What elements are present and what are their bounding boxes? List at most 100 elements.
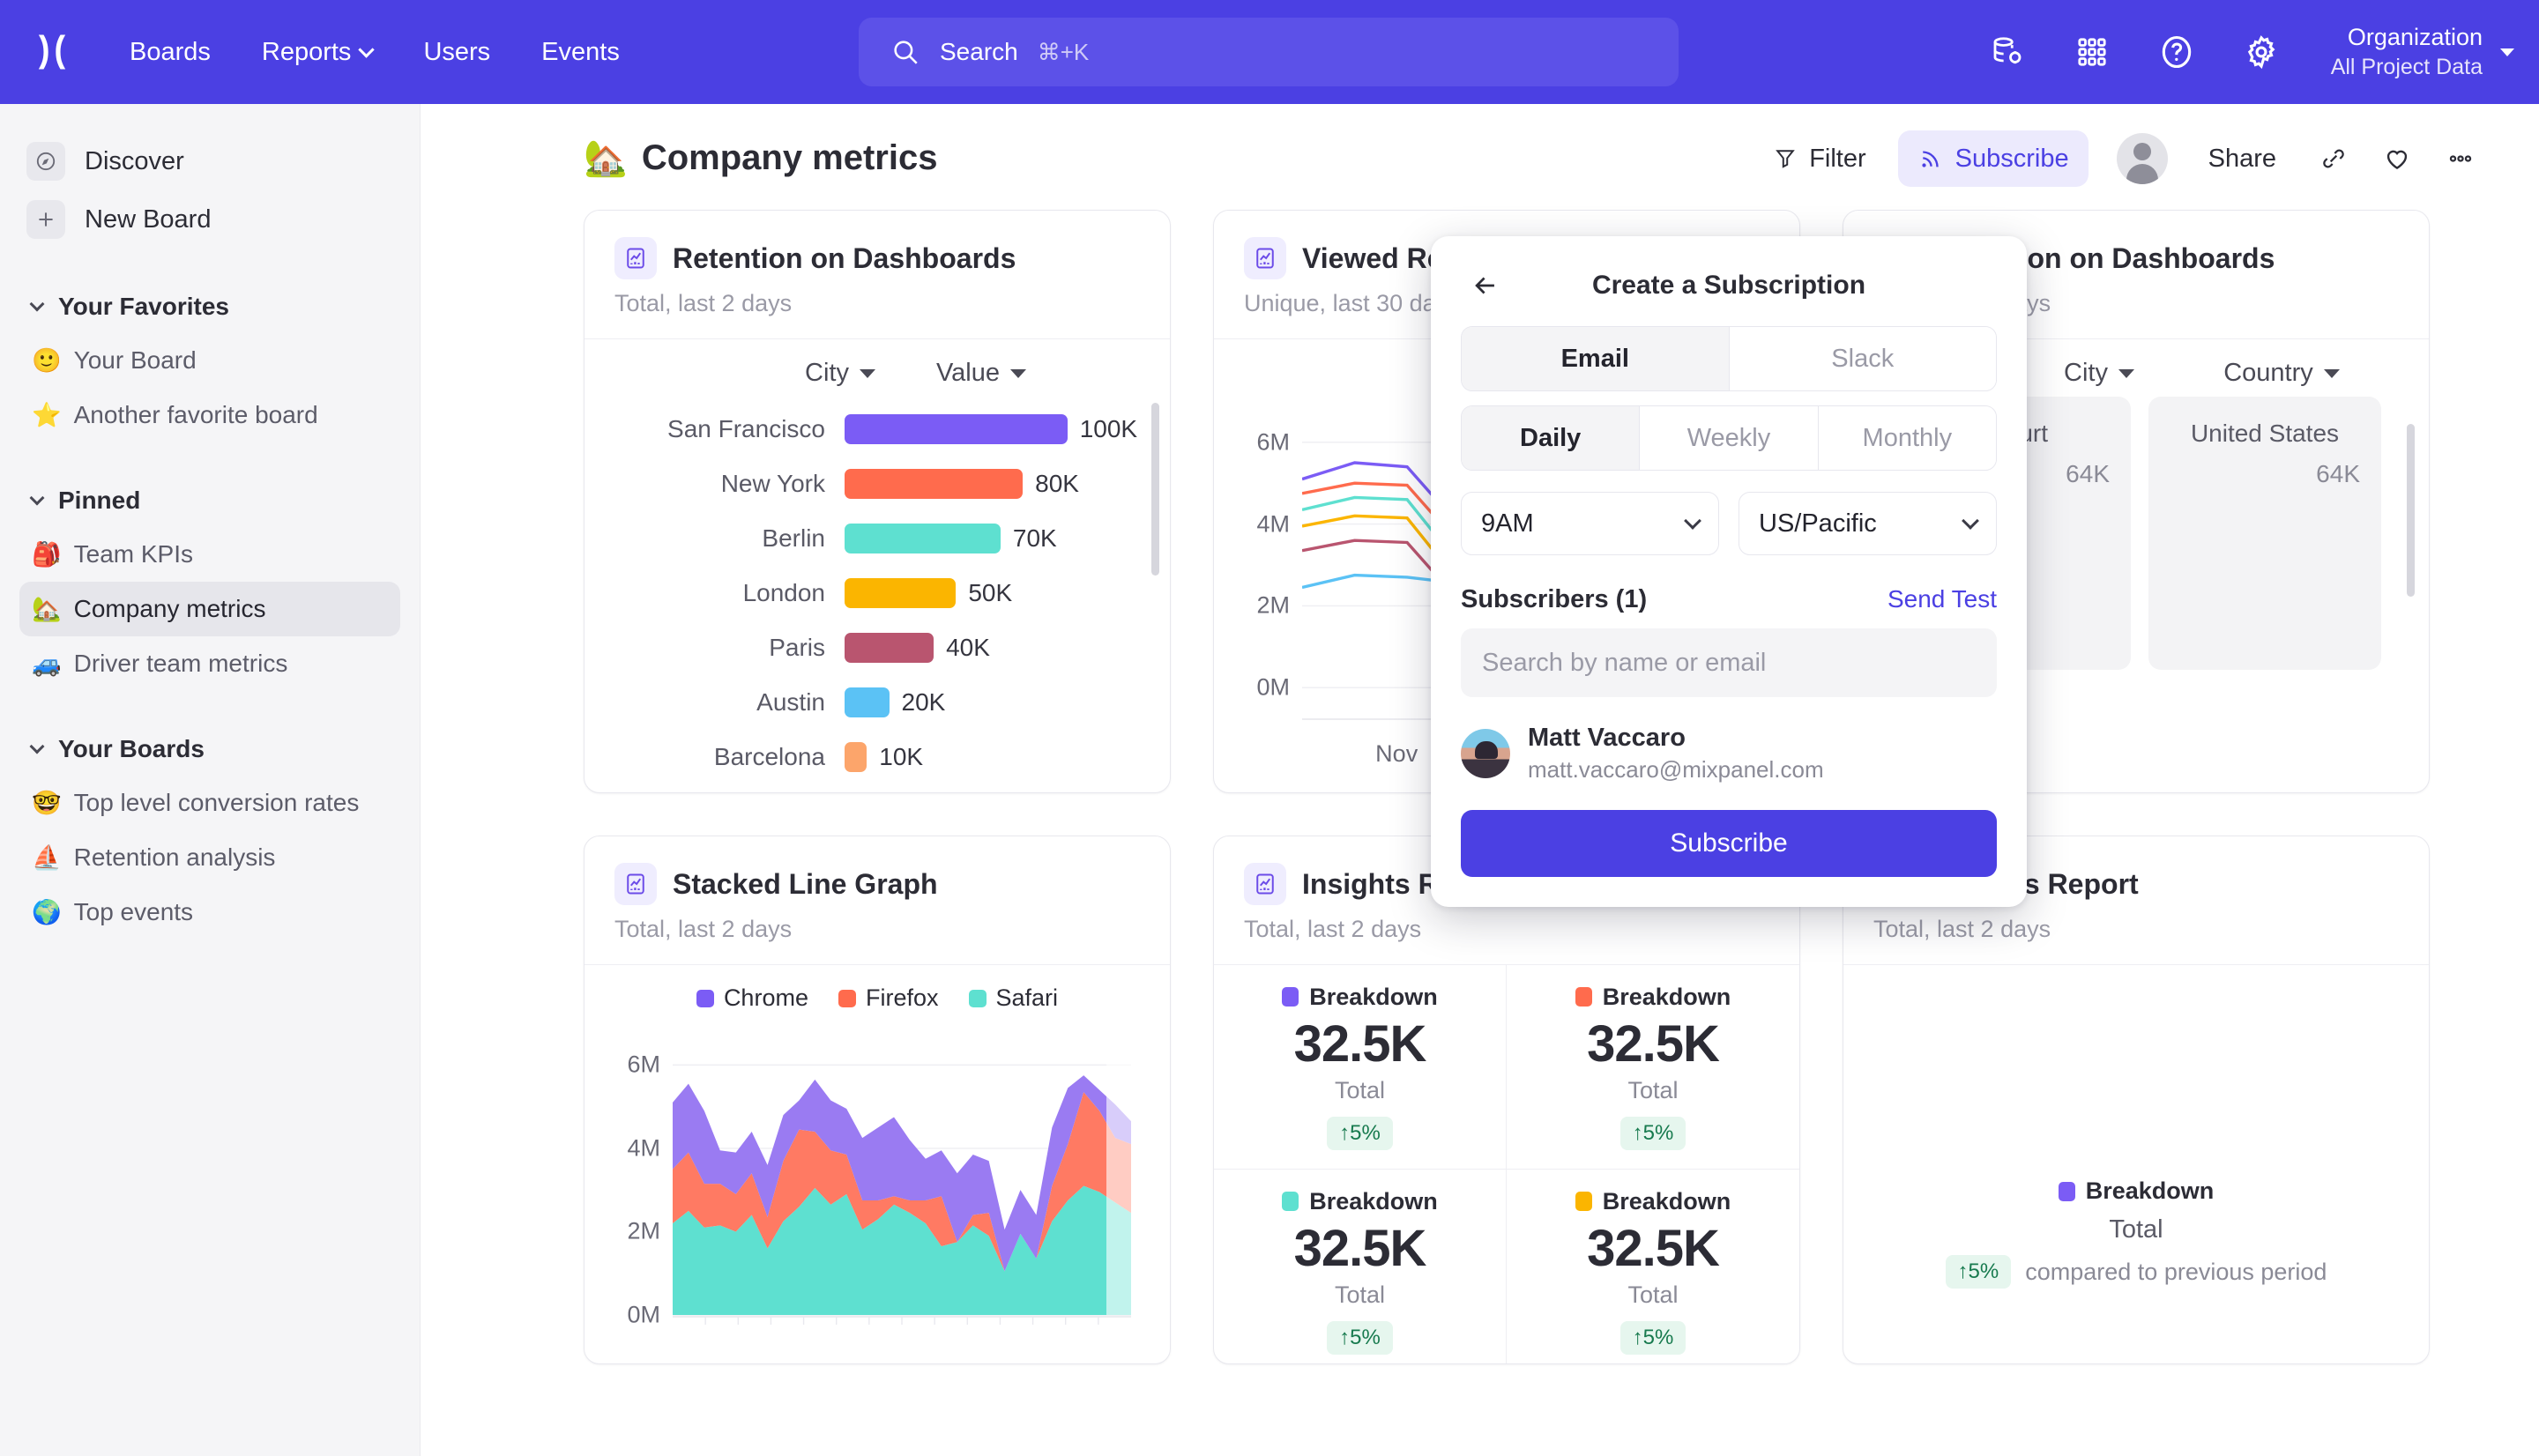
- mixpanel-logo[interactable]: [0, 29, 104, 75]
- card-retention-on-dashboards[interactable]: Retention on Dashboards Total, last 2 da…: [584, 210, 1171, 793]
- tab-label: Monthly: [1862, 423, 1953, 452]
- tab-email[interactable]: Email: [1462, 327, 1729, 390]
- nav-item-reports[interactable]: Reports: [236, 0, 398, 104]
- scrollbar-thumb[interactable]: [2407, 424, 2415, 597]
- column-label: Country: [2223, 359, 2313, 387]
- timezone-select[interactable]: US/Pacific: [1739, 492, 1997, 555]
- delta-badge: ↑5%: [1619, 1116, 1686, 1150]
- help-circle-icon[interactable]: [2153, 28, 2200, 76]
- timezone-select-value: US/Pacific: [1759, 509, 1877, 538]
- sidebar-group-your-favorites[interactable]: Your Favorites: [0, 280, 420, 333]
- tab-weekly[interactable]: Weekly: [1639, 406, 1818, 470]
- sidebar-group-pinned[interactable]: Pinned: [0, 474, 420, 527]
- schedule-selects: 9AM US/Pacific: [1461, 492, 1997, 555]
- metric-value: 32.5K: [1587, 1014, 1720, 1073]
- sidebar-item-top-events[interactable]: 🌍 Top events: [19, 885, 400, 940]
- apps-grid-icon[interactable]: [2068, 28, 2116, 76]
- database-settings-icon[interactable]: [1984, 28, 2031, 76]
- sidebar-item-discover[interactable]: Discover: [0, 132, 420, 190]
- bar-chart-row[interactable]: Paris 40K: [584, 620, 1170, 675]
- gear-icon[interactable]: [2237, 28, 2285, 76]
- legend-item[interactable]: Chrome: [696, 984, 808, 1012]
- subscriber-text: Matt Vaccaro matt.vaccaro@mixpanel.com: [1528, 724, 1824, 784]
- organization-name: Organization: [2347, 24, 2483, 51]
- tab-monthly[interactable]: Monthly: [1817, 406, 1996, 470]
- nav-item-users[interactable]: Users: [398, 0, 516, 104]
- tab-slack[interactable]: Slack: [1728, 327, 1996, 390]
- search-input[interactable]: Search ⌘+K: [859, 18, 1679, 86]
- nav-item-boards[interactable]: Boards: [104, 0, 236, 104]
- organization-selector[interactable]: Organization All Project Data: [2331, 22, 2514, 82]
- sidebar-item-team-kpis[interactable]: 🎒 Team KPIs: [19, 527, 400, 582]
- sidebar-item-company-metrics[interactable]: 🏡 Company metrics: [19, 582, 400, 636]
- tab-label: Slack: [1831, 344, 1895, 373]
- metric-cell[interactable]: Breakdown 32.5K Total ↑5%: [1507, 965, 1799, 1170]
- tile-united-states[interactable]: United States 64K: [2148, 397, 2381, 670]
- filter-button[interactable]: Filter: [1753, 130, 1885, 187]
- sidebar-item-retention-analysis[interactable]: ⛵ Retention analysis: [19, 830, 400, 885]
- sidebar-item-driver-team-metrics[interactable]: 🚙 Driver team metrics: [19, 636, 400, 691]
- time-select[interactable]: 9AM: [1461, 492, 1719, 555]
- arrow-left-icon[interactable]: [1464, 264, 1507, 307]
- bar-chart-row[interactable]: San Francisco 100K: [584, 402, 1170, 457]
- bar-chart-row[interactable]: New York 80K: [584, 457, 1170, 511]
- bar-chart-row[interactable]: Berlin 70K: [584, 511, 1170, 566]
- column-header-city[interactable]: City: [1843, 359, 2134, 388]
- bar-chart-row[interactable]: Austin 20K: [584, 675, 1170, 730]
- column-header-city[interactable]: City: [584, 359, 875, 388]
- delta-badge: ↑5%: [1327, 1116, 1393, 1150]
- subscribe-button[interactable]: Subscribe: [1897, 130, 2089, 187]
- bar-chart-rows: San Francisco 100K New York 80K Berlin 70K Lon…: [584, 397, 1170, 784]
- share-button[interactable]: Share: [2189, 130, 2296, 187]
- chevron-down-icon: [1962, 511, 1979, 530]
- sidebar-item-another-favorite-board[interactable]: ⭐ Another favorite board: [19, 388, 400, 442]
- avatar[interactable]: [2116, 133, 2168, 184]
- ellipsis-icon[interactable]: [2435, 133, 2486, 184]
- caret-down-icon: [1010, 368, 1027, 378]
- subscriber-search-input[interactable]: Search by name or email: [1461, 628, 1997, 697]
- bar-chart-row[interactable]: London 50K: [584, 566, 1170, 620]
- sidebar-item-your-board[interactable]: 🙂 Your Board: [19, 333, 400, 388]
- metric-total-label: Total: [1334, 1076, 1386, 1103]
- column-header-value[interactable]: Value: [875, 359, 1087, 388]
- mixpanel-logo-icon: [38, 34, 66, 70]
- legend-item[interactable]: Safari: [968, 984, 1058, 1012]
- bar-row-bar: [845, 687, 890, 717]
- metric-cell[interactable]: Breakdown 32.5K Total ↑5%: [1214, 965, 1507, 1170]
- metric-cell[interactable]: Breakdown 32.5K Total ↑5%: [1507, 1170, 1799, 1364]
- card-header: Stacked Line Graph Total, last 2 days: [584, 836, 1170, 965]
- legend-item[interactable]: Firefox: [838, 984, 939, 1012]
- nav-item-events[interactable]: Events: [516, 0, 645, 104]
- metric-cell[interactable]: Breakdown 32.5K Total ↑5%: [1214, 1169, 1507, 1363]
- tab-label: Email: [1560, 344, 1629, 373]
- metric-grid: Breakdown 32.5K Total ↑5% Breakdown 32.5K Tota…: [1214, 965, 1799, 1364]
- card-insights-report-quad[interactable]: Insights Report Total, last 2 days Break…: [1213, 836, 1800, 1364]
- link-icon[interactable]: [2308, 133, 2359, 184]
- send-test-link[interactable]: Send Test: [1887, 585, 1997, 613]
- subscribe-submit-button[interactable]: Subscribe: [1461, 810, 1997, 877]
- breakdown-color-swatch: [1282, 1192, 1299, 1212]
- subscriber-list-item[interactable]: Matt Vaccaro matt.vaccaro@mixpanel.com: [1461, 724, 1997, 784]
- chevron-down-icon: [29, 296, 45, 312]
- subscriber-email: matt.vaccaro@mixpanel.com: [1528, 756, 1824, 783]
- legend-label: Firefox: [865, 984, 939, 1011]
- breakdown-label-row: Breakdown: [1282, 1188, 1438, 1215]
- legend-color-swatch: [838, 989, 856, 1007]
- column-label: Value: [935, 359, 1001, 387]
- tab-daily[interactable]: Daily: [1462, 406, 1640, 470]
- column-header-country[interactable]: Country: [2134, 359, 2429, 388]
- sidebar-group-your-boards[interactable]: Your Boards: [0, 723, 420, 776]
- card-insights-report-single[interactable]: Insights Report Total, last 2 days Break…: [1843, 836, 2430, 1364]
- bar-chart-row[interactable]: Barcelona 10K: [584, 730, 1170, 784]
- sidebar-item-top-level-conversion-rates[interactable]: 🤓 Top level conversion rates: [19, 776, 400, 830]
- y-axis-tick-label: 0M: [1256, 673, 1290, 701]
- chart-legend: Chrome Firefox Safari: [584, 965, 1170, 1019]
- area-series: [673, 1092, 1131, 1272]
- bar-row-bar: [845, 469, 1024, 499]
- card-stacked-line-graph[interactable]: Stacked Line Graph Total, last 2 days Ch…: [584, 836, 1171, 1364]
- card-subtitle: Unique, last 30 days: [1244, 290, 1460, 316]
- scrollbar-thumb[interactable]: [1151, 403, 1159, 576]
- metric-value: 32.5K: [1293, 1219, 1427, 1277]
- sidebar-item-new-board[interactable]: New Board: [0, 190, 420, 249]
- heart-icon[interactable]: [2371, 133, 2423, 184]
